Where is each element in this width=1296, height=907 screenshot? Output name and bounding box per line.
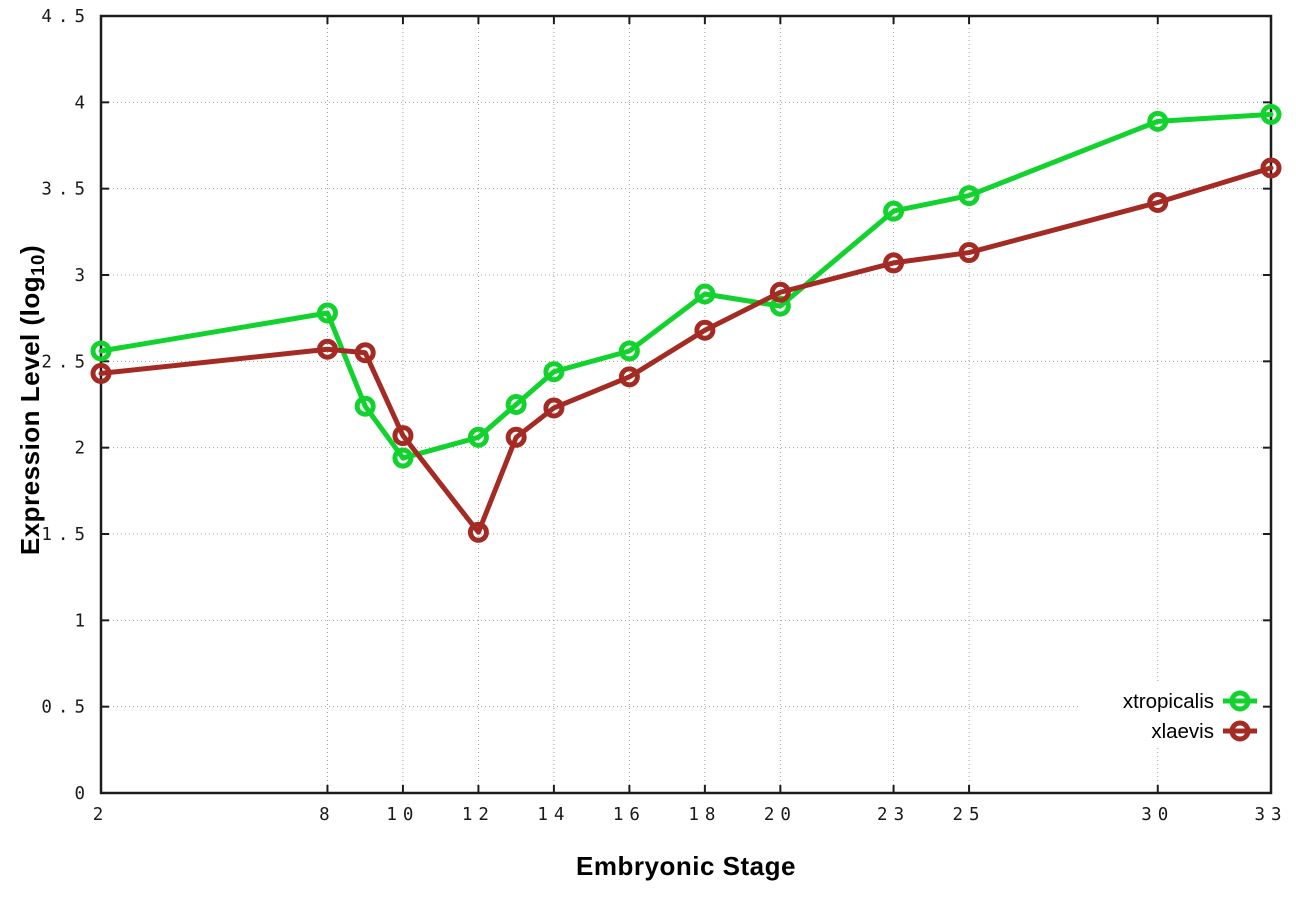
y-axis-title-subscript: 10 [27,254,49,276]
y-tick-label: 3.5 [41,180,91,200]
data-point-marker-xtropicalis [1260,103,1282,125]
y-tick-label: 0.5 [41,698,91,718]
data-point-marker-xtropicalis [1147,110,1169,132]
x-tick-label: 12 [462,805,495,825]
data-point-marker-xlaevis [1260,157,1282,179]
data-point-marker-xlaevis [618,366,640,388]
series-line-xlaevis [98,165,1274,535]
data-point-marker-xtropicalis [618,340,640,362]
data-point-marker-xtropicalis [392,447,414,469]
x-tick-label: 2 [93,805,110,825]
data-point-marker-xlaevis [694,319,716,341]
legend-label-xlaevis: xlaevis [1151,720,1214,743]
data-point-marker-xtropicalis [316,302,338,324]
data-point-marker-xlaevis [467,521,489,543]
data-point-marker-xtropicalis [543,361,565,383]
x-tick-label: 33 [1254,805,1287,825]
y-tick-label: 3 [74,266,91,286]
y-axis-title-text: Expression Level (log [14,275,45,556]
y-tick-label: 4.5 [41,7,91,27]
data-point-marker-xlaevis [769,281,791,303]
x-tick-label: 20 [764,805,797,825]
data-point-marker-xtropicalis [694,283,716,305]
x-tick-label: 16 [613,805,646,825]
y-axis-title: Expression Level (log10) [15,245,49,555]
data-point-marker-xtropicalis [883,200,905,222]
legend-label-xtropicalis: xtropicalis [1123,690,1214,713]
data-point-marker-xtropicalis [505,394,527,415]
data-point-marker-xlaevis [354,342,376,364]
x-tick-label: 18 [688,805,721,825]
x-tick-label: 23 [877,805,910,825]
legend-marker-xlaevis [1229,720,1251,742]
legend-background [1078,684,1262,748]
data-point-marker-xlaevis [883,252,905,274]
data-point-marker-xlaevis [1147,191,1169,213]
x-tick-label: 10 [386,805,419,825]
y-tick-label: 0 [74,784,91,804]
data-point-marker-xlaevis [90,362,112,384]
x-tick-label: 14 [537,805,570,825]
series-line-xtropicalis [98,111,1274,461]
data-point-marker-xtropicalis [958,185,980,207]
data-point-marker-xlaevis [958,242,980,264]
y-tick-label: 1.5 [41,525,91,545]
y-tick-label: 2 [74,439,91,459]
data-point-marker-xlaevis [392,425,414,447]
y-tick-label: 2.5 [41,352,91,372]
data-point-marker-xtropicalis [90,340,112,362]
data-point-marker-xtropicalis [467,426,489,448]
x-tick-label: 25 [953,805,986,825]
x-tick-label: 30 [1141,805,1174,825]
y-tick-label: 1 [74,611,91,631]
legend-marker-xtropicalis [1229,690,1251,712]
plot-border [99,14,1273,795]
data-point-marker-xtropicalis [354,395,376,417]
data-point-marker-xlaevis [543,397,565,419]
y-tick-label: 4 [74,93,91,113]
x-axis-title: Embryonic Stage [576,851,796,881]
data-point-marker-xlaevis [316,338,338,360]
data-point-marker-xlaevis [505,426,527,448]
x-tick-label: 8 [319,805,336,825]
y-axis-title-suffix: ) [14,244,45,255]
